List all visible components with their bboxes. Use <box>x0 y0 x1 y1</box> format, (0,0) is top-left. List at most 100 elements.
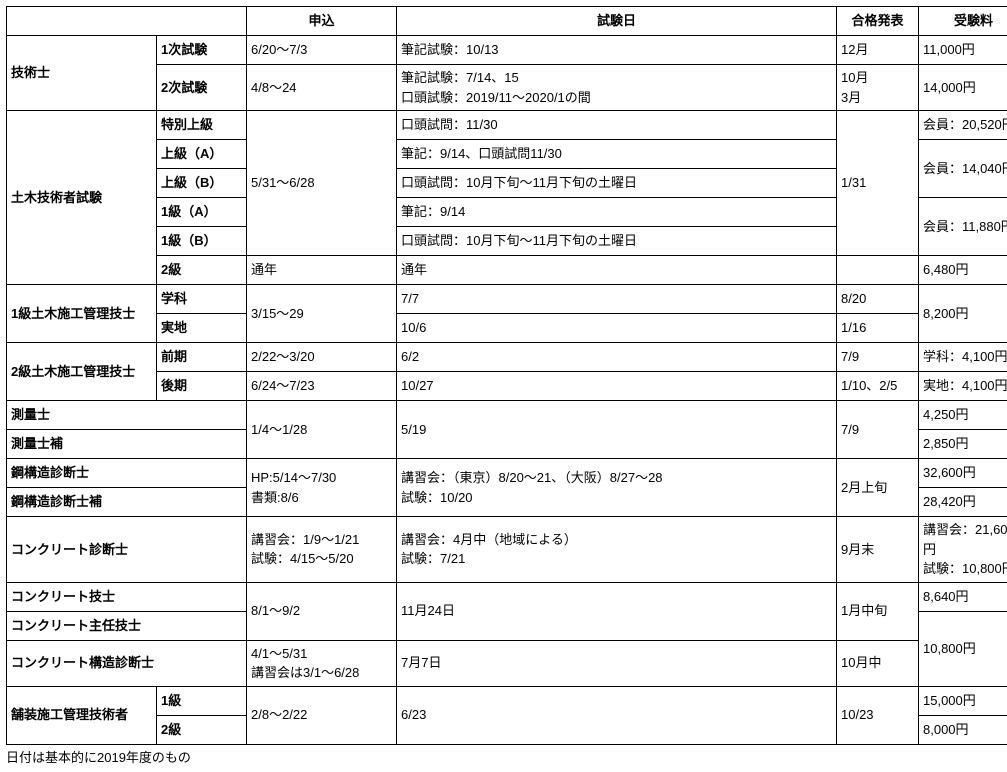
cell-app: 2/8～2/22 <box>247 686 397 744</box>
cell-fee: 28,420円 <box>919 488 1007 517</box>
cell-exam: 10/6 <box>397 314 837 343</box>
cell-category: コンクリート主任技士 <box>7 611 247 640</box>
cell-fee: 実地：4,100円 <box>919 372 1007 401</box>
col-header-blank <box>7 7 247 36</box>
cell-result: 10/23 <box>837 686 919 744</box>
cell-result: 1月中旬 <box>837 582 919 640</box>
cell-result: 2月上旬 <box>837 459 919 517</box>
cell-fee: 32,600円 <box>919 459 1007 488</box>
cell-app: 2/22～3/20 <box>247 343 397 372</box>
cell-fee: 6,480円 <box>919 256 1007 285</box>
cell-app: 6/20～7/3 <box>247 36 397 65</box>
cell-app: 5/31～6/28 <box>247 111 397 256</box>
cell-category: 1級土木施工管理技士 <box>7 285 157 343</box>
cell-result: 1/31 <box>837 111 919 256</box>
cell-fee: 8,200円 <box>919 285 1007 343</box>
table-row: 2次試験4/8～24筆記試験：7/14、15口頭試験：2019/11～2020/… <box>7 65 1007 111</box>
cell-exam: 6/23 <box>397 686 837 744</box>
cell-exam: 口頭試問：11/30 <box>397 111 837 140</box>
cell-exam: 11月24日 <box>397 582 837 640</box>
cell-category: コンクリート構造診断士 <box>7 640 247 686</box>
cell-result: 7/9 <box>837 343 919 372</box>
cell-exam: 10/27 <box>397 372 837 401</box>
cell-fee: 15,000円 <box>919 686 1007 715</box>
cell-fee: 4,250円 <box>919 401 1007 430</box>
table-row: 2級通年通年6,480円 <box>7 256 1007 285</box>
cell-fee: 会員：20,520円 <box>919 111 1007 140</box>
cell-fee: 14,000円 <box>919 65 1007 111</box>
cell-sub: 特別上級 <box>157 111 247 140</box>
cell-sub: 実地 <box>157 314 247 343</box>
table-row: 鋼構造診断士HP:5/14～7/30書類:8/6講習会：（東京）8/20～21、… <box>7 459 1007 488</box>
cell-fee: 講習会：21,600円試験：10,800円 <box>919 517 1007 583</box>
table-row: 土木技術者試験特別上級5/31～6/28口頭試問：11/301/31会員：20,… <box>7 111 1007 140</box>
cell-fee: 8,640円 <box>919 582 1007 611</box>
cell-category: 技術士 <box>7 36 157 111</box>
cell-app: 6/24～7/23 <box>247 372 397 401</box>
cell-result: 10月3月 <box>837 65 919 111</box>
cell-result: 7/9 <box>837 401 919 459</box>
cell-result: 1/16 <box>837 314 919 343</box>
cell-result: 9月末 <box>837 517 919 583</box>
table-row: 後期6/24～7/2310/271/10、2/5実地：4,100円 <box>7 372 1007 401</box>
cell-sub: 2級 <box>157 256 247 285</box>
cell-category: コンクリート診断士 <box>7 517 247 583</box>
cell-fee: 会員：11,880円 <box>919 198 1007 256</box>
exam-schedule-table: 申込 試験日 合格発表 受験料 技術士1次試験6/20～7/3筆記試験：10/1… <box>6 6 1007 745</box>
cell-fee: 学科：4,100円 <box>919 343 1007 372</box>
cell-exam: 筆記試験：7/14、15口頭試験：2019/11～2020/1の間 <box>397 65 837 111</box>
cell-exam: 7月7日 <box>397 640 837 686</box>
cell-fee: 8,000円 <box>919 715 1007 744</box>
col-header-fee: 受験料 <box>919 7 1007 36</box>
cell-category: コンクリート技士 <box>7 582 247 611</box>
cell-exam: 講習会：4月中（地域による）試験：7/21 <box>397 517 837 583</box>
cell-app: 通年 <box>247 256 397 285</box>
cell-app: 4/1～5/31講習会は3/1～6/28 <box>247 640 397 686</box>
table-row: 実地 10/61/16 <box>7 314 1007 343</box>
cell-result <box>837 256 919 285</box>
cell-app: 講習会：1/9～1/21試験：4/15～5/20 <box>247 517 397 583</box>
cell-category: 鋼構造診断士 <box>7 459 247 488</box>
cell-app: 4/8～24 <box>247 65 397 111</box>
cell-fee: 10,800円 <box>919 611 1007 686</box>
table-header: 申込 試験日 合格発表 受験料 <box>7 7 1007 36</box>
cell-exam: 7/7 <box>397 285 837 314</box>
table-row: 2級土木施工管理技士前期2/22～3/206/27/9学科：4,100円 <box>7 343 1007 372</box>
cell-exam: 筆記試験：10/13 <box>397 36 837 65</box>
col-header-result: 合格発表 <box>837 7 919 36</box>
cell-category: 測量士補 <box>7 430 247 459</box>
cell-exam: 講習会：（東京）8/20～21、（大阪）8/27～28試験：10/20 <box>397 459 837 517</box>
cell-exam: 口頭試問：10月下旬～11月下旬の土曜日 <box>397 169 837 198</box>
cell-category: 舗装施工管理技術者 <box>7 686 157 744</box>
cell-result: 10月中 <box>837 640 919 686</box>
cell-category: 測量士 <box>7 401 247 430</box>
cell-fee: 11,000円 <box>919 36 1007 65</box>
col-header-application: 申込 <box>247 7 397 36</box>
cell-app: 1/4～1/28 <box>247 401 397 459</box>
table-row: コンクリート技士8/1～9/211月24日1月中旬8,640円 <box>7 582 1007 611</box>
table-row: コンクリート診断士講習会：1/9～1/21試験：4/15～5/20講習会：4月中… <box>7 517 1007 583</box>
cell-exam: 5/19 <box>397 401 837 459</box>
col-header-examdate: 試験日 <box>397 7 837 36</box>
cell-app: 3/15～29 <box>247 285 397 343</box>
cell-sub: 上級（B） <box>157 169 247 198</box>
cell-app: 8/1～9/2 <box>247 582 397 640</box>
cell-sub: 前期 <box>157 343 247 372</box>
table-row: コンクリート構造診断士4/1～5/31講習会は3/1～6/287月7日10月中 <box>7 640 1007 686</box>
cell-sub: 学科 <box>157 285 247 314</box>
cell-result: 1/10、2/5 <box>837 372 919 401</box>
cell-sub: 2次試験 <box>157 65 247 111</box>
cell-sub: 上級（A） <box>157 140 247 169</box>
cell-sub: 1級（A） <box>157 198 247 227</box>
cell-exam: 口頭試問：10月下旬～11月下旬の土曜日 <box>397 227 837 256</box>
cell-result: 12月 <box>837 36 919 65</box>
cell-exam: 筆記：9/14 <box>397 198 837 227</box>
footnote: 日付は基本的に2019年度のもの <box>6 747 1001 766</box>
cell-exam: 通年 <box>397 256 837 285</box>
table-row: 1級土木施工管理技士学科3/15～297/78/208,200円 <box>7 285 1007 314</box>
cell-sub: 2級 <box>157 715 247 744</box>
cell-sub: 1級 <box>157 686 247 715</box>
cell-sub: 後期 <box>157 372 247 401</box>
cell-result: 8/20 <box>837 285 919 314</box>
cell-sub: 1次試験 <box>157 36 247 65</box>
